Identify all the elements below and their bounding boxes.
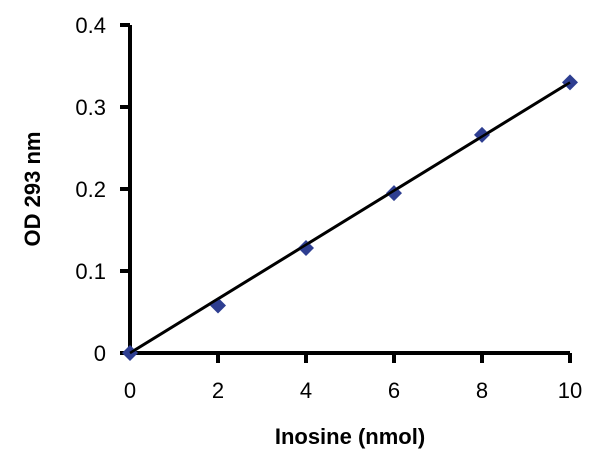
y-tick-label: 0.2 xyxy=(75,177,106,202)
x-ticks: 0 2 4 6 8 10 xyxy=(124,353,582,403)
x-tick-label: 8 xyxy=(476,378,488,403)
y-tick-label: 0.4 xyxy=(75,13,106,38)
y-axis-title: OD 293 nm xyxy=(20,132,45,247)
x-tick-label: 6 xyxy=(388,378,400,403)
y-tick-label: 0.1 xyxy=(75,259,106,284)
x-axis-title: Inosine (nmol) xyxy=(275,424,425,449)
x-tick-label: 10 xyxy=(558,378,582,403)
x-tick-label: 0 xyxy=(124,378,136,403)
y-tick-label: 0.3 xyxy=(75,95,106,120)
data-points xyxy=(122,74,578,361)
x-tick-label: 4 xyxy=(300,378,312,403)
x-tick-label: 2 xyxy=(212,378,224,403)
axes xyxy=(128,25,570,355)
trendline-overlay xyxy=(129,81,571,355)
data-point-diamond xyxy=(298,240,314,257)
y-ticks: 0 0.1 0.2 0.3 0.4 xyxy=(75,13,130,366)
y-tick-label: 0 xyxy=(94,341,106,366)
